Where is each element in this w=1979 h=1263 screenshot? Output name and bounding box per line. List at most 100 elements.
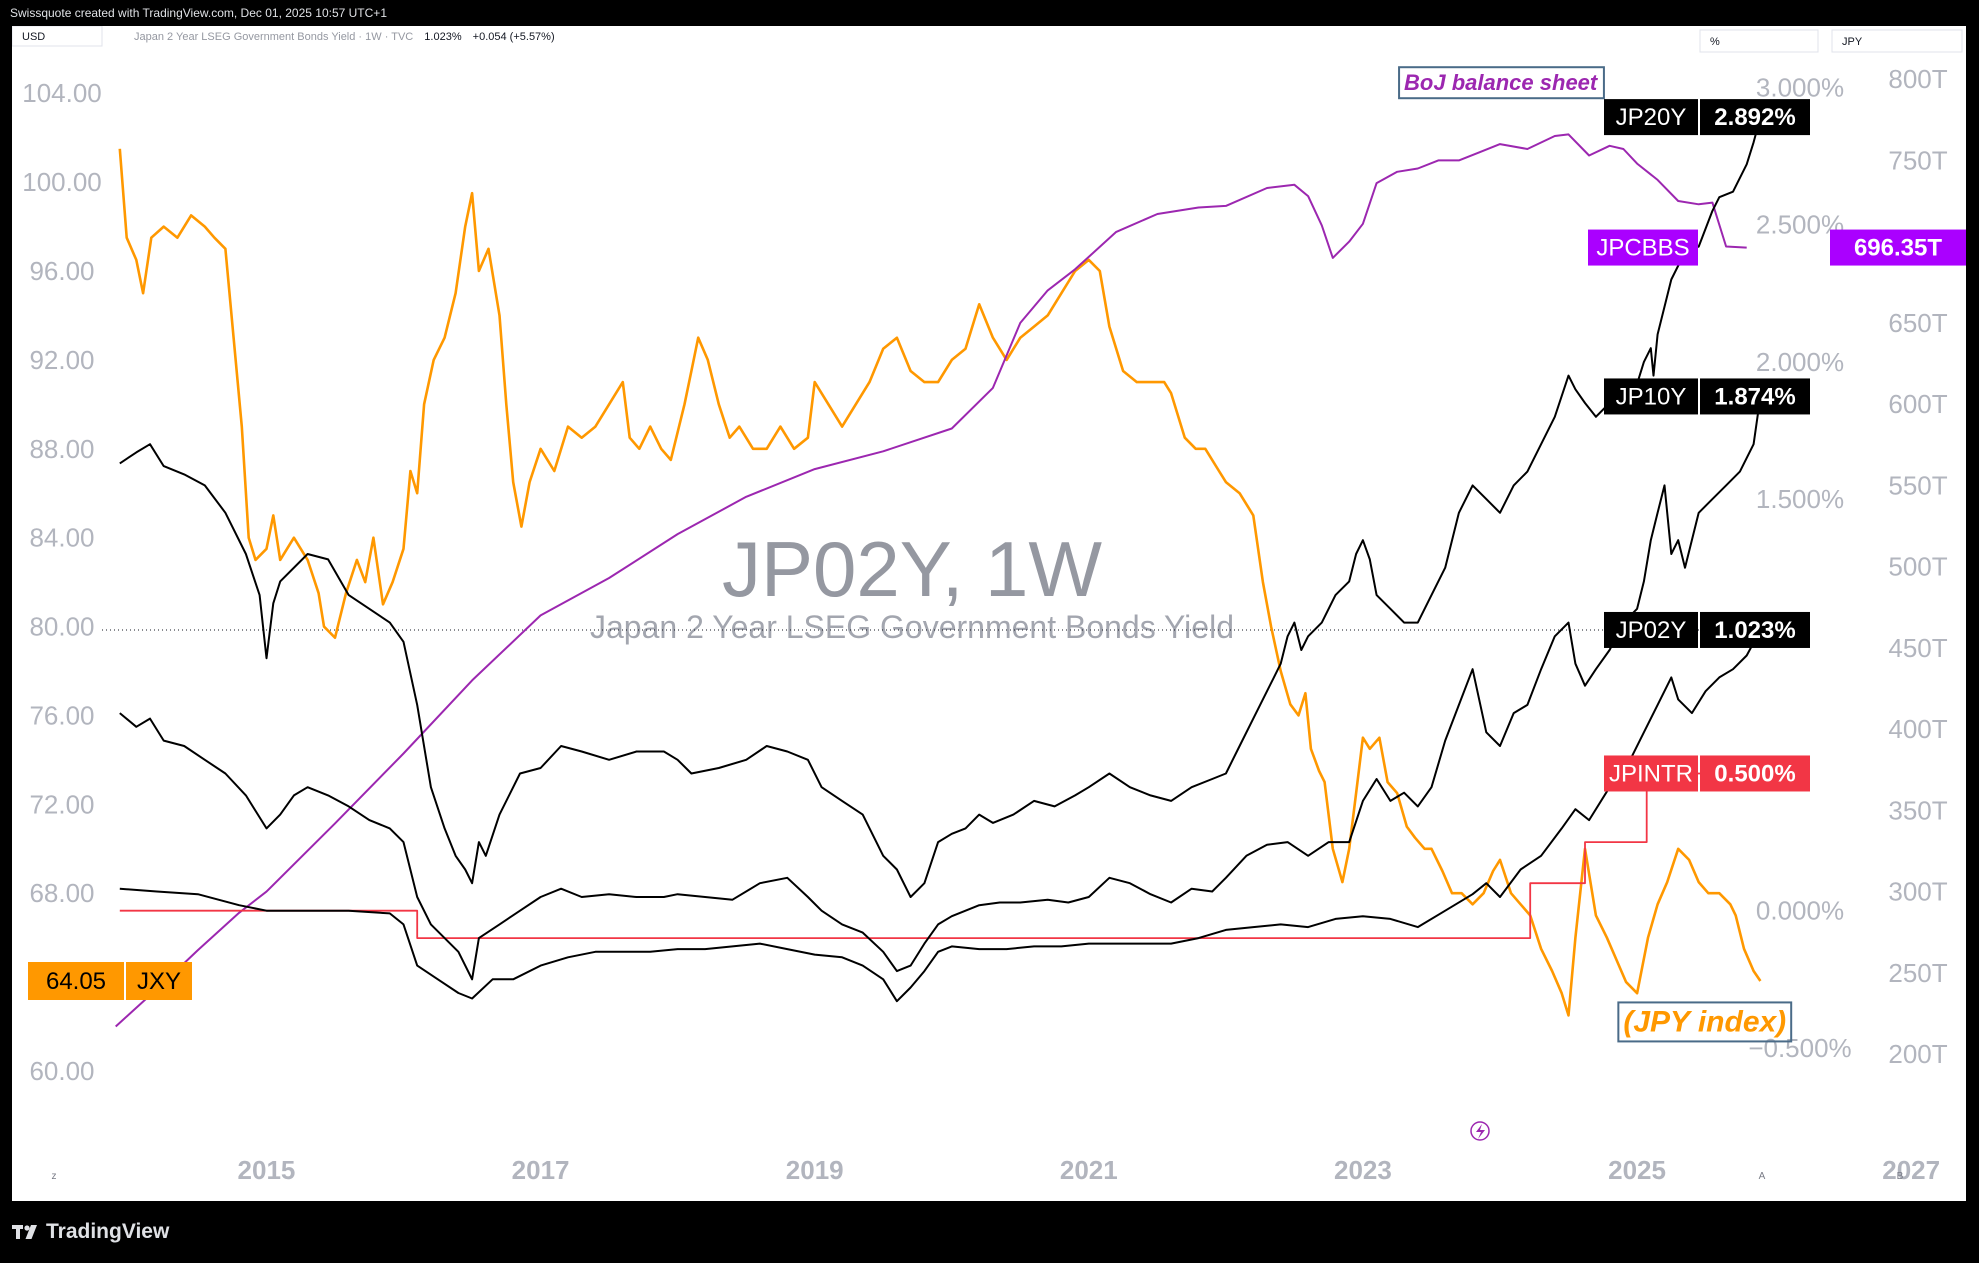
series-name-tag — [126, 962, 192, 1000]
jpy-scale-label: JPY — [1842, 36, 1863, 48]
balance-axis-tick: 300T — [1888, 877, 1947, 907]
balance-axis-tick: 250T — [1888, 958, 1947, 988]
percent-scale-header[interactable]: % — [1699, 29, 1819, 53]
series-name-tag — [1604, 755, 1698, 792]
series-line-jxy — [118, 148, 1762, 1017]
series-layer — [102, 116, 1780, 1028]
price-label-jpcbbs[interactable]: JPCBBS 696.35T — [1588, 229, 1966, 266]
annotation-1[interactable]: (JPY index) — [1617, 1001, 1793, 1043]
left-scale-header[interactable]: USD — [12, 26, 103, 47]
price-label-jp20y[interactable]: JP20Y 2.892% — [1604, 99, 1810, 136]
corner-left-label[interactable]: z — [52, 1171, 57, 1182]
price-label-jpintr[interactable]: JPINTR 0.500% — [1604, 755, 1810, 792]
annotations-layer: BoJ balance sheet (JPY index) — [1398, 66, 1793, 1043]
series-name-tag — [1604, 378, 1698, 415]
legend-value: 1.023% — [424, 31, 462, 43]
series-name-text: JP10Y — [1616, 383, 1687, 410]
series-value-text: 64.05 — [46, 968, 106, 995]
svg-text:Japan 2 Year LSEG Government B: Japan 2 Year LSEG Government Bonds Yield… — [134, 31, 555, 43]
balance-axis-tick: 400T — [1888, 714, 1947, 744]
yield-axis-tick: 1.500% — [1756, 484, 1844, 514]
left-axis-currency: USD — [22, 31, 45, 43]
jxy-axis-tick: 68.00 — [29, 878, 94, 908]
x-axis-tick: 2027 — [1882, 1155, 1940, 1185]
x-axis-tick: 2017 — [512, 1155, 570, 1185]
annotation-box — [1617, 1001, 1793, 1043]
balance-axis-tick: 550T — [1888, 470, 1947, 500]
balance-axis-tick: 200T — [1888, 1039, 1947, 1069]
series-name-text: JPINTR — [1609, 760, 1693, 787]
tradingview-logo-icon — [12, 1225, 37, 1239]
percent-scale-label: % — [1710, 36, 1720, 48]
balance-axis-tick: 650T — [1888, 308, 1947, 338]
x-axis-tick: 2023 — [1334, 1155, 1392, 1185]
series-value-tag — [1700, 99, 1810, 136]
yield-axis-tick: 2.500% — [1756, 210, 1844, 240]
series-value-tag — [1830, 229, 1966, 266]
yield-axis-tick: −0.500% — [1748, 1033, 1851, 1063]
series-value-text: 696.35T — [1854, 235, 1942, 262]
annotation-text: (JPY index) — [1623, 1005, 1786, 1038]
tradingview-logo[interactable]: TradingView — [12, 1220, 169, 1244]
balance-axis-tick: 600T — [1888, 389, 1947, 419]
jxy-axis-tick: 96.00 — [29, 256, 94, 286]
balance-axis-tick: 800T — [1888, 64, 1947, 94]
x-axis-tick: 2025 — [1608, 1155, 1666, 1185]
series-value-text: 2.892% — [1714, 104, 1795, 131]
series-line-jpintr — [119, 772, 1754, 939]
jxy-axis-tick: 104.00 — [22, 78, 102, 108]
jxy-axis-tick: 80.00 — [29, 612, 94, 642]
yield-axis-tick: 3.000% — [1756, 72, 1844, 102]
series-value-tag — [1700, 755, 1810, 792]
balance-axis-tick: 500T — [1888, 552, 1947, 582]
axes-layer: 104.00 100.00 96.00 92.00 88.00 84.00 80.00 76.… — [22, 64, 1948, 1185]
legend-change: +0.054 (+5.57%) — [473, 31, 555, 43]
series-name-tag — [1588, 229, 1698, 266]
x-axis-tick: 2021 — [1060, 1155, 1118, 1185]
series-line-jp10y — [119, 396, 1762, 981]
price-label-jxy[interactable]: 64.05 JXY — [28, 962, 192, 1000]
series-value-tag — [1700, 378, 1810, 415]
watermark-title: JP02Y, 1W — [722, 525, 1102, 613]
series-value-text: 1.023% — [1714, 617, 1795, 644]
balance-axis-tick: 450T — [1888, 633, 1947, 663]
jxy-axis-tick: 100.00 — [22, 167, 102, 197]
chart-svg[interactable]: USD Japan 2 Year LSEG Government Bonds Y… — [12, 26, 1966, 1201]
series-line-jp20y — [119, 116, 1762, 898]
yield-axis-tick: 2.000% — [1756, 347, 1844, 377]
series-value-text: 1.874% — [1714, 383, 1795, 410]
series-name-tag — [1604, 611, 1698, 648]
series-name-tag — [1604, 99, 1698, 136]
x-axis-tick: 2019 — [786, 1155, 844, 1185]
annotation-text: BoJ balance sheet — [1404, 70, 1599, 95]
series-name-text: JXY — [137, 968, 181, 995]
balance-axis-tick: 750T — [1888, 145, 1947, 175]
corner-b-button[interactable]: B — [1897, 1171, 1904, 1182]
price-labels-layer: JP20Y 2.892% JP10Y 1.874% JP02Y 1.023% JPINTR 0… — [28, 99, 1966, 1000]
jxy-axis-tick: 76.00 — [29, 700, 94, 730]
series-name-text: JPCBBS — [1596, 235, 1689, 262]
price-label-jp10y[interactable]: JP10Y 1.874% — [1604, 378, 1810, 415]
chart-legend[interactable]: Japan 2 Year LSEG Government Bonds Yield… — [134, 31, 555, 43]
series-value-tag — [1700, 611, 1810, 648]
legend-symbol: Japan 2 Year LSEG Government Bonds Yield… — [134, 31, 413, 43]
jxy-axis-tick: 72.00 — [29, 789, 94, 819]
annotation-0[interactable]: BoJ balance sheet — [1398, 66, 1605, 100]
yield-axis-tick: 0.000% — [1756, 896, 1844, 926]
series-line-jp02y — [119, 629, 1762, 1003]
series-name-text: JP02Y — [1616, 617, 1687, 644]
auto-scale-button[interactable]: A — [1759, 1171, 1766, 1182]
watermark-subtitle: Japan 2 Year LSEG Government Bonds Yield — [590, 609, 1234, 645]
series-name-text: JP20Y — [1616, 104, 1687, 131]
jpy-scale-header[interactable]: JPY — [1831, 29, 1963, 53]
jxy-axis-tick: 88.00 — [29, 434, 94, 464]
series-value-text: 0.500% — [1714, 760, 1795, 787]
price-label-jp02y[interactable]: JP02Y 1.023% — [1604, 611, 1810, 648]
annotation-box — [1398, 66, 1605, 100]
jxy-axis-tick: 84.00 — [29, 523, 94, 553]
chart-plot-area[interactable]: USD Japan 2 Year LSEG Government Bonds Y… — [12, 26, 1966, 1201]
footer-bar: TradingView — [0, 1201, 1979, 1263]
series-value-tag — [28, 962, 124, 1000]
replay-icon[interactable] — [1470, 1121, 1490, 1141]
